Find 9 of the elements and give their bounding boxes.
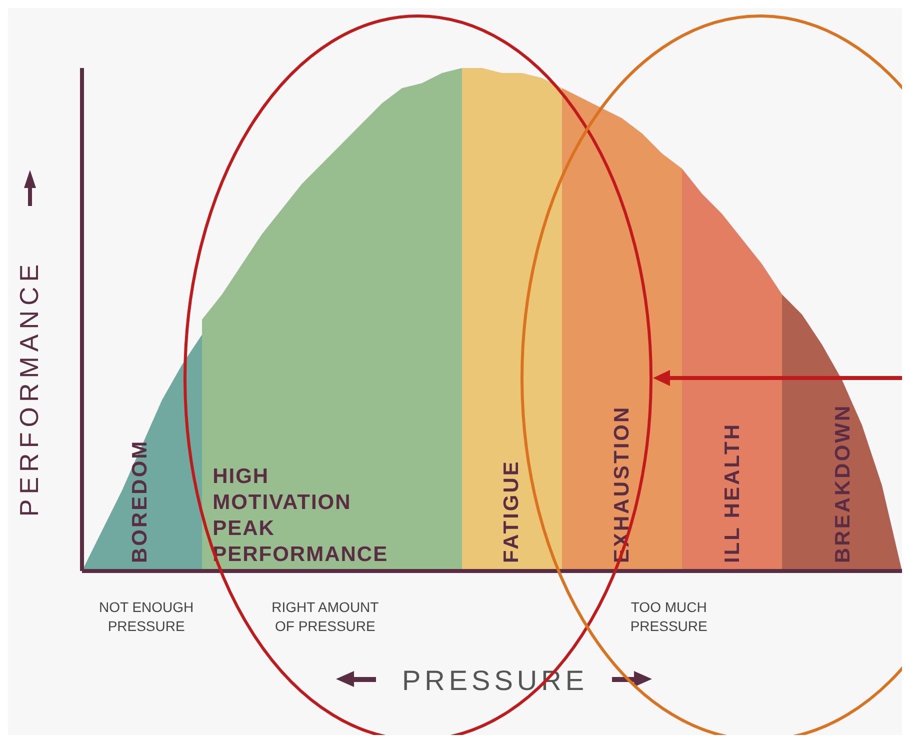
series-label: EXHAUSTION xyxy=(610,405,634,563)
text: TOO MUCH PRESSURE xyxy=(629,598,708,636)
text: NOT ENOUGH PRESSURE xyxy=(98,598,195,636)
series-label: ILL HEALTH xyxy=(721,422,744,563)
series-label: FATIGUE xyxy=(500,460,524,563)
series-label: BREAKDOWN xyxy=(832,404,855,563)
text: RIGHT AMOUNT OF PRESSURE xyxy=(270,598,380,636)
series-label: BOREDOM xyxy=(128,439,152,563)
y-axis-title: PERFORMANCE xyxy=(14,259,44,517)
